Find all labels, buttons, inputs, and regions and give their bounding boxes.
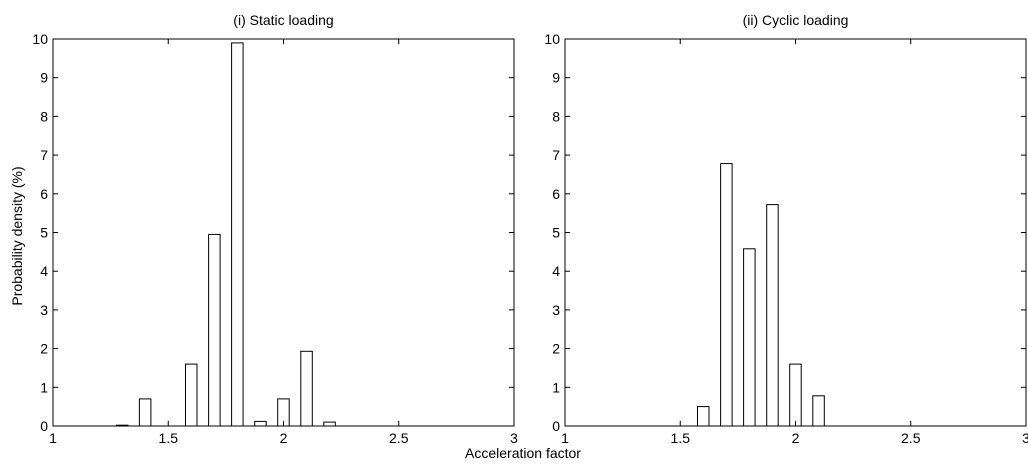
y-tick-label: 2	[552, 341, 560, 357]
x-axis-label: Acceleration factor	[465, 445, 581, 461]
bar-1-2	[743, 248, 756, 427]
y-tick-label: 4	[40, 263, 48, 279]
y-tick-label: 9	[552, 70, 560, 86]
y-tick-label: 1	[552, 379, 560, 395]
y-tick-label: 6	[40, 186, 48, 202]
y-tick-label: 5	[40, 225, 48, 241]
y-tick-label: 1	[40, 379, 48, 395]
y-tick-label: 9	[40, 70, 48, 86]
y-tick-label: 2	[40, 341, 48, 357]
x-tick-label: 1.5	[159, 430, 179, 446]
x-tick-label: 2.5	[901, 430, 921, 446]
y-tick-label: 10	[32, 31, 48, 47]
y-tick-label: 0	[40, 418, 48, 434]
x-tick-label: 3	[1022, 430, 1028, 446]
y-tick-label: 3	[552, 302, 560, 318]
y-tick-label: 8	[552, 108, 560, 124]
y-tick-label: 8	[40, 108, 48, 124]
y-tick-label: 4	[552, 263, 560, 279]
bar-1-4	[789, 363, 802, 427]
y-tick-label: 3	[40, 302, 48, 318]
bar-1-1	[720, 163, 733, 427]
y-tick-label: 6	[552, 186, 560, 202]
bar-1-3	[766, 204, 779, 427]
x-tick-label: 1	[561, 430, 569, 446]
x-tick-label: 2.5	[389, 430, 409, 446]
bar-0-2	[185, 363, 198, 427]
chart-title: (ii) Cyclic loading	[743, 12, 849, 28]
chart-title: (i) Static loading	[233, 12, 333, 28]
plot-frame	[52, 38, 515, 427]
bar-0-3	[208, 233, 221, 427]
x-tick-label: 1.5	[671, 430, 691, 446]
x-tick-label: 2	[280, 430, 288, 446]
y-axis-label: Probability density (%)	[9, 166, 25, 305]
y-tick-label: 7	[552, 147, 560, 163]
y-tick-label: 7	[40, 147, 48, 163]
x-tick-label: 1	[49, 430, 57, 446]
bar-0-5	[254, 420, 267, 427]
bar-0-1	[138, 398, 152, 427]
x-tick-label: 3	[510, 430, 518, 446]
y-tick-label: 0	[552, 418, 560, 434]
bar-0-4	[231, 42, 244, 427]
bar-1-0	[697, 406, 710, 427]
bar-0-7	[300, 350, 313, 427]
y-tick-label: 10	[544, 31, 560, 47]
y-tick-label: 5	[552, 225, 560, 241]
bar-0-8	[323, 421, 336, 427]
bar-1-5	[812, 395, 825, 427]
x-tick-label: 2	[792, 430, 800, 446]
